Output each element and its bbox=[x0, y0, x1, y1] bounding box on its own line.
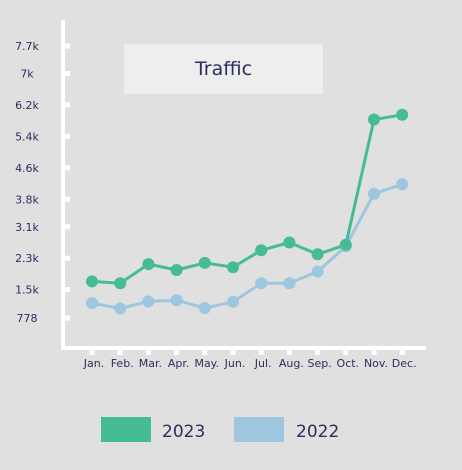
x-tick-mark bbox=[230, 350, 236, 355]
legend-swatch bbox=[101, 417, 151, 442]
y-tick-label: 5.4k bbox=[15, 130, 39, 143]
data-point bbox=[255, 244, 268, 257]
x-tick-mark bbox=[202, 350, 208, 355]
data-point bbox=[170, 264, 183, 276]
data-point bbox=[142, 258, 155, 271]
y-tick-mark bbox=[65, 315, 70, 321]
y-tick-mark bbox=[65, 102, 70, 108]
y-tick-mark bbox=[65, 165, 70, 171]
series-line bbox=[91, 113, 403, 285]
x-tick-label: Aug. bbox=[279, 357, 304, 370]
y-tick-label: 2.3k bbox=[15, 252, 39, 265]
y-tick-mark bbox=[65, 255, 70, 261]
data-point bbox=[368, 113, 380, 126]
x-tick-label: Feb. bbox=[111, 357, 134, 370]
y-tick-mark bbox=[65, 196, 70, 202]
data-point bbox=[227, 261, 239, 274]
data-point bbox=[114, 302, 127, 315]
y-tick-label: 6.2k bbox=[15, 99, 39, 112]
series-2023 bbox=[86, 108, 409, 290]
x-tick-label: May. bbox=[194, 357, 219, 370]
data-point bbox=[86, 297, 98, 309]
x-tick-label: Sep. bbox=[307, 357, 331, 370]
x-tick-label: Jun. bbox=[224, 357, 246, 370]
y-tick-mark bbox=[65, 133, 70, 139]
data-point bbox=[198, 302, 211, 315]
data-point bbox=[396, 108, 409, 121]
data-point bbox=[283, 236, 296, 249]
y-tick-mark bbox=[65, 71, 70, 77]
y-tick-label: 3.8k bbox=[15, 193, 39, 206]
legend-label: 2023 bbox=[162, 422, 205, 442]
data-point bbox=[339, 238, 352, 251]
x-tick-label: Oct. bbox=[337, 357, 360, 370]
data-point bbox=[255, 277, 268, 290]
x-tick-mark bbox=[315, 350, 321, 355]
legend-label: 2022 bbox=[296, 422, 339, 442]
x-tick-mark bbox=[343, 350, 349, 355]
x-tick-label: Mar. bbox=[139, 357, 162, 370]
chart-title-box bbox=[124, 44, 323, 94]
data-point bbox=[396, 178, 409, 191]
x-tick-mark bbox=[399, 350, 405, 355]
y-tick-label: 7k bbox=[20, 68, 34, 81]
data-point bbox=[311, 248, 324, 261]
data-point bbox=[86, 275, 98, 288]
x-tick-label: Dec. bbox=[392, 357, 417, 370]
x-tick-mark bbox=[258, 350, 264, 355]
y-tick-label: 7.7k bbox=[15, 40, 39, 53]
data-point bbox=[283, 277, 296, 290]
data-point bbox=[142, 295, 155, 308]
y-tick-mark bbox=[65, 287, 70, 293]
x-tick-mark bbox=[371, 350, 377, 355]
x-tick-label: Apr. bbox=[168, 357, 190, 370]
x-tick-mark bbox=[117, 350, 123, 355]
x-tick-mark bbox=[174, 350, 180, 355]
legend-swatch bbox=[234, 417, 284, 442]
x-tick-label: Jan. bbox=[83, 357, 104, 370]
x-tick-label: Jul. bbox=[254, 357, 272, 370]
y-tick-label: 3.1k bbox=[15, 221, 39, 234]
data-point bbox=[368, 187, 380, 200]
chart-title: Traffic bbox=[194, 58, 252, 80]
y-tick-mark bbox=[65, 43, 70, 49]
y-tick-label: 778 bbox=[17, 312, 38, 325]
data-point bbox=[114, 277, 127, 290]
x-tick-mark bbox=[89, 350, 95, 355]
y-tick-label: 4.6k bbox=[15, 162, 39, 175]
y-tick-mark bbox=[65, 224, 70, 230]
data-point bbox=[227, 295, 239, 308]
x-tick-mark bbox=[145, 350, 151, 355]
y-tick-label: 1.5k bbox=[15, 284, 39, 297]
series-2022 bbox=[86, 178, 409, 315]
x-tick-mark bbox=[286, 350, 292, 355]
data-point bbox=[311, 265, 324, 278]
x-tick-label: Nov. bbox=[364, 357, 388, 370]
data-point bbox=[198, 256, 211, 269]
data-point bbox=[170, 294, 183, 307]
